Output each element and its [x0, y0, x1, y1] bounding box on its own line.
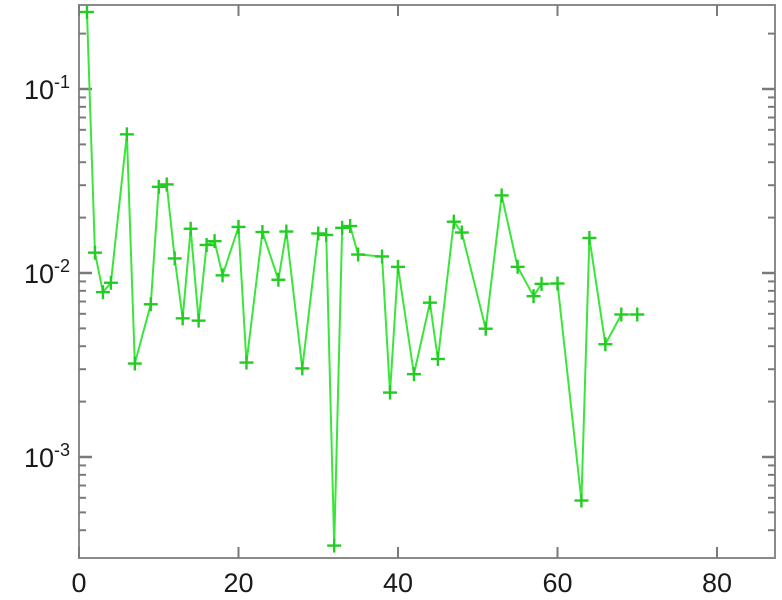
y-tick-label: 10-3: [24, 440, 70, 473]
data-point-marker[interactable]: [526, 289, 541, 304]
data-point-marker[interactable]: [311, 226, 326, 241]
data-point-marker[interactable]: [478, 321, 493, 336]
data-point-marker[interactable]: [351, 247, 366, 262]
data-point-marker[interactable]: [167, 251, 182, 266]
data-point-marker[interactable]: [231, 219, 246, 234]
data-point-marker[interactable]: [215, 268, 230, 283]
data-point-marker[interactable]: [375, 249, 390, 264]
data-point-marker[interactable]: [143, 297, 158, 312]
data-point-marker[interactable]: [127, 356, 142, 371]
data-point-marker[interactable]: [510, 259, 525, 274]
data-series-line[interactable]: [85, 11, 639, 547]
data-point-marker[interactable]: [630, 307, 645, 322]
data-point-marker[interactable]: [207, 234, 222, 249]
data-point-marker[interactable]: [103, 275, 118, 290]
data-point-marker[interactable]: [534, 276, 549, 291]
y-tick-labels: 10-1 10-2 10-3: [24, 72, 70, 473]
axis-minor-ticks: [79, 32, 775, 532]
data-point-marker[interactable]: [343, 219, 358, 234]
data-point-marker[interactable]: [279, 224, 294, 239]
data-point-marker[interactable]: [598, 337, 613, 352]
x-axis-ticks: [78, 5, 718, 558]
data-point-marker[interactable]: [446, 214, 461, 229]
data-point-marker[interactable]: [151, 179, 166, 194]
axis-major-ticks: [79, 87, 775, 459]
data-point-marker[interactable]: [494, 188, 509, 203]
data-point-marker[interactable]: [175, 311, 190, 326]
data-point-marker[interactable]: [95, 285, 110, 300]
data-point-marker[interactable]: [383, 385, 398, 400]
data-point-marker[interactable]: [191, 313, 206, 328]
data-point-marker[interactable]: [79, 5, 94, 20]
data-series-markers[interactable]: [79, 5, 645, 553]
y-tick-label: 10-2: [24, 256, 70, 289]
data-point-marker[interactable]: [406, 367, 421, 382]
data-point-marker[interactable]: [614, 307, 629, 322]
x-tick-label: 0: [71, 568, 86, 598]
x-tick-label: 20: [223, 568, 253, 598]
data-point-marker[interactable]: [199, 237, 214, 252]
data-point-marker[interactable]: [327, 538, 342, 553]
plot-border: [78, 4, 776, 559]
data-point-marker[interactable]: [335, 220, 350, 235]
data-point-marker[interactable]: [574, 493, 589, 508]
data-point-marker[interactable]: [422, 295, 437, 310]
data-point-marker[interactable]: [550, 276, 565, 291]
data-point-marker[interactable]: [271, 272, 286, 287]
y-tick-label: 10-1: [24, 72, 70, 105]
x-tick-labels: 0 20 40 60 80: [71, 568, 732, 598]
x-tick-label: 80: [702, 568, 732, 598]
data-point-marker[interactable]: [430, 351, 445, 366]
data-point-marker[interactable]: [295, 361, 310, 376]
data-point-marker[interactable]: [391, 259, 405, 274]
data-point-marker[interactable]: [183, 221, 198, 236]
data-point-marker[interactable]: [159, 177, 174, 192]
data-point-marker[interactable]: [319, 227, 334, 242]
data-point-marker[interactable]: [255, 225, 270, 240]
data-point-marker[interactable]: [582, 230, 597, 245]
data-point-marker[interactable]: [239, 355, 254, 370]
plot-frame: [78, 4, 776, 559]
data-point-marker[interactable]: [119, 127, 134, 142]
x-tick-label: 60: [542, 568, 572, 598]
data-point-marker[interactable]: [87, 245, 102, 260]
x-tick-label: 40: [383, 568, 413, 598]
series-polyline[interactable]: [85, 11, 639, 547]
data-point-marker[interactable]: [454, 225, 469, 240]
